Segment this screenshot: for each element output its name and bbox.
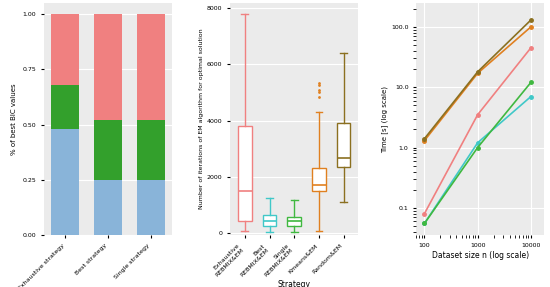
Kmeans&EM <box>474 71 481 75</box>
Kmeans&EM <box>527 25 534 29</box>
Best REBMIX&EM <box>421 222 428 225</box>
PathPatch shape <box>238 126 252 221</box>
Bar <box>94 14 122 120</box>
Line: Kmeans&EM: Kmeans&EM <box>423 25 532 142</box>
PathPatch shape <box>312 168 326 191</box>
PathPatch shape <box>288 217 301 226</box>
PathPatch shape <box>337 123 350 167</box>
Best REBMIX&EM <box>474 141 481 144</box>
Y-axis label: Time [s] (log scale): Time [s] (log scale) <box>382 86 388 153</box>
PathPatch shape <box>263 215 276 226</box>
Kmeans&EM <box>421 139 428 142</box>
Best REBMIX&EM <box>527 95 534 98</box>
Y-axis label: % of best BIC values: % of best BIC values <box>11 83 17 155</box>
Bar <box>94 120 122 180</box>
Line: Random&EM: Random&EM <box>423 18 532 140</box>
Y-axis label: Number of iterations of EM algorithm for optimal solution: Number of iterations of EM algorithm for… <box>199 29 204 210</box>
Single REBMIX&EM <box>421 222 428 225</box>
Exhaustive REBMIX&EM <box>474 113 481 117</box>
Line: Best REBMIX&EM: Best REBMIX&EM <box>423 95 532 225</box>
Line: Single REBMIX&EM: Single REBMIX&EM <box>423 81 532 225</box>
Single REBMIX&EM <box>527 81 534 84</box>
Random&EM <box>527 18 534 22</box>
Bar <box>52 14 79 85</box>
Bar <box>52 85 79 129</box>
Single REBMIX&EM <box>474 146 481 149</box>
Bar <box>94 180 122 235</box>
Bar <box>137 120 165 180</box>
Line: Exhaustive REBMIX&EM: Exhaustive REBMIX&EM <box>423 46 532 216</box>
Bar <box>52 129 79 235</box>
Exhaustive REBMIX&EM <box>421 212 428 216</box>
X-axis label: Strategy: Strategy <box>278 280 311 287</box>
Random&EM <box>474 70 481 73</box>
Exhaustive REBMIX&EM <box>527 46 534 50</box>
Random&EM <box>421 137 428 140</box>
X-axis label: Dataset size n (log scale): Dataset size n (log scale) <box>432 251 529 260</box>
Bar <box>137 180 165 235</box>
Bar <box>137 14 165 120</box>
